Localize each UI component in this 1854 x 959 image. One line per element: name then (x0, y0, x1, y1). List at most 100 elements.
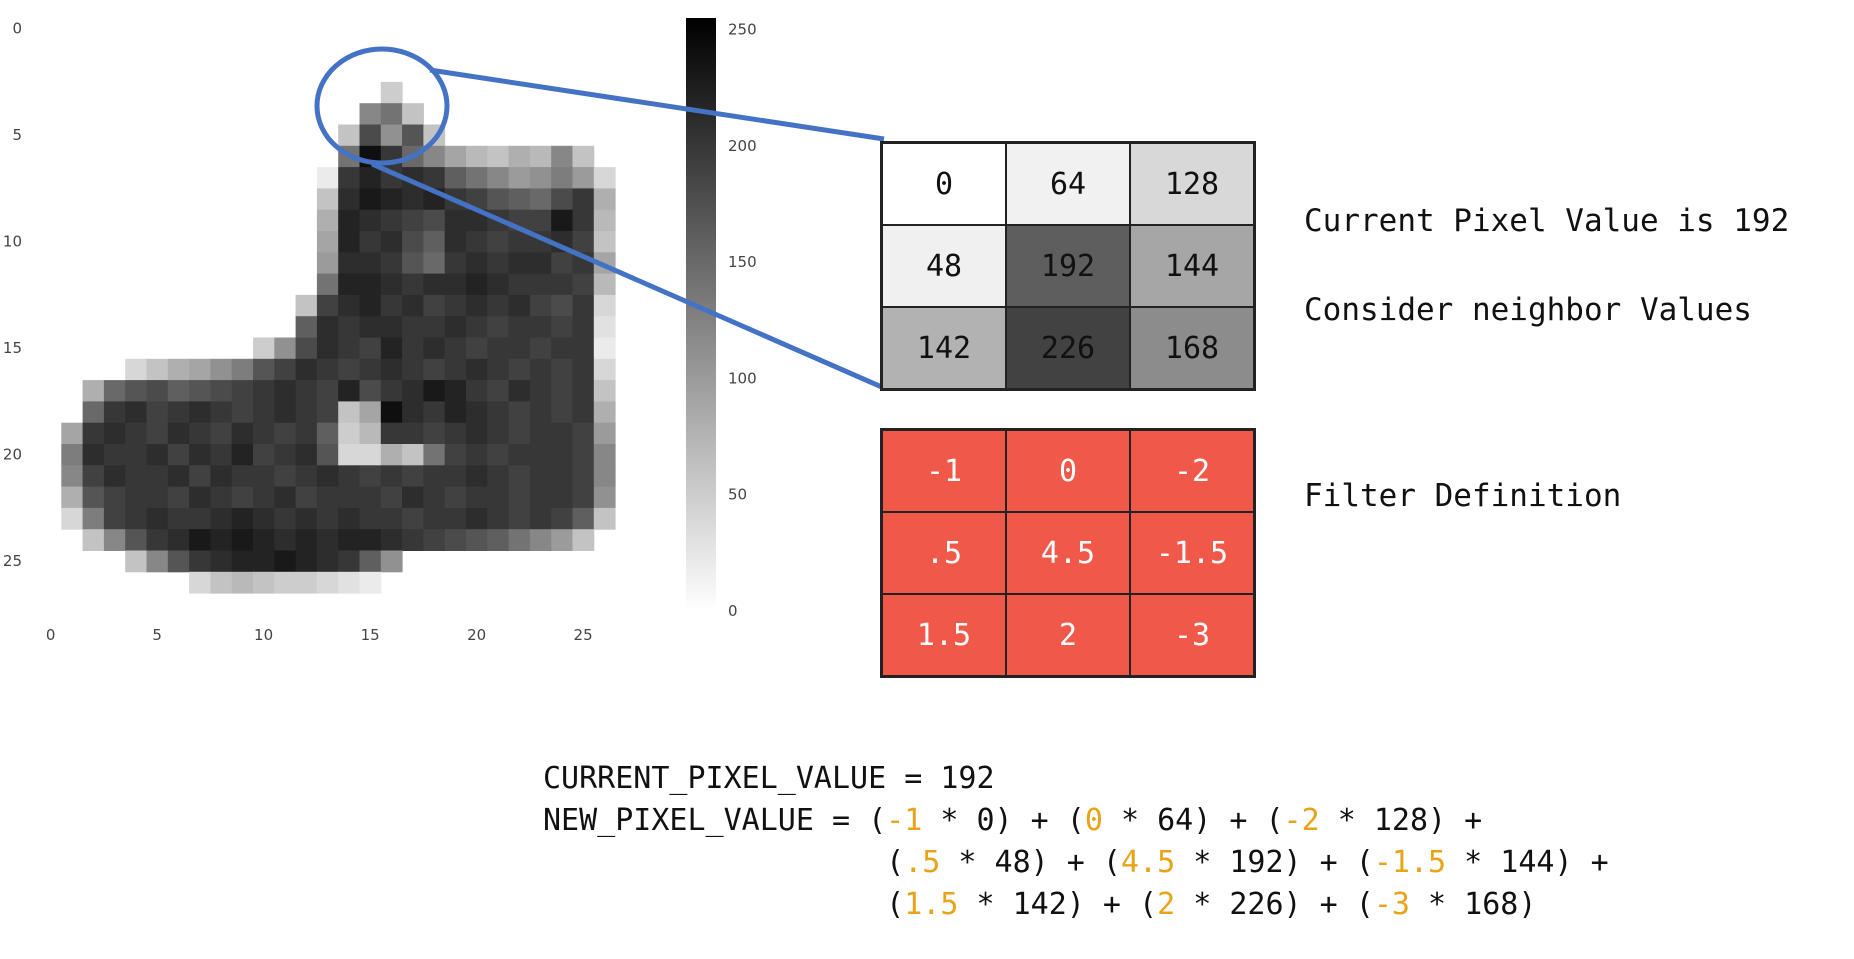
heatmap-pixel (359, 571, 382, 594)
heatmap-pixel (487, 252, 510, 275)
heatmap-pixel (466, 252, 488, 275)
heatmap-pixel (508, 337, 531, 360)
heatmap-pixel (529, 507, 552, 530)
heatmap-pixel (231, 422, 254, 445)
heatmap-pixel (487, 529, 510, 551)
heatmap-pixel (423, 252, 446, 275)
heatmap-pixel (551, 294, 573, 317)
heatmap-pixel (551, 380, 573, 402)
heatmap-pixel (593, 444, 616, 466)
heatmap-pixel (338, 337, 360, 360)
heatmap-pixel (338, 252, 360, 275)
heatmap-pixel (274, 380, 297, 402)
heatmap-pixel (316, 380, 339, 402)
heatmap-pixel (444, 401, 467, 424)
heatmap-pixel (210, 486, 233, 509)
heatmap-pixel (253, 550, 275, 573)
heatmap-pixel (508, 188, 531, 211)
heatmap-pixel (316, 529, 339, 551)
heatmap-pixel (82, 465, 105, 488)
heatmap-pixel (487, 401, 510, 424)
heatmap-pixel (593, 316, 616, 338)
heatmap-pixel (253, 465, 275, 488)
heatmap-pixel (444, 358, 467, 381)
y-axis-ticks: 0 5 10 15 20 25 (3, 20, 22, 570)
heatmap-pixel (316, 422, 339, 445)
x-tick-label: 20 (467, 626, 486, 644)
heatmap-pixel (338, 294, 360, 317)
heatmap-pixel (295, 358, 318, 381)
heatmap-pixel (359, 486, 382, 509)
heatmap-pixel (359, 465, 382, 488)
heatmap-pixel (423, 337, 446, 360)
heatmap-pixel (231, 486, 254, 509)
heatmap-pixel (402, 486, 424, 509)
heatmap-pixel (508, 273, 531, 296)
heatmap-pixel (380, 465, 403, 488)
heatmap-pixel (82, 444, 105, 466)
heatmap-pixel (423, 444, 446, 466)
heatmap-pixel (529, 145, 552, 168)
heatmap-pixel (551, 316, 573, 338)
heatmap-pixel (380, 145, 403, 168)
heatmap-pixel (572, 444, 595, 466)
heatmap-pixel (444, 486, 467, 509)
heatmap-pixel (593, 209, 616, 232)
filter-cell: 0 (1006, 430, 1130, 512)
heatmap-pixel (487, 444, 510, 466)
heatmap-pixel (508, 316, 531, 338)
heatmap-pixel (402, 316, 424, 338)
heatmap-pixel (593, 273, 616, 296)
formula-line-current: CURRENT_PIXEL_VALUE = 192 (543, 761, 995, 796)
heatmap-pixel (125, 380, 147, 402)
heatmap-pixel (551, 401, 573, 424)
heatmap-pixel (551, 422, 573, 445)
heatmap-pixel (593, 401, 616, 424)
heatmap-pixel (274, 571, 297, 594)
heatmap-pixel (380, 231, 403, 253)
heatmap-pixel (380, 124, 403, 147)
heatmap-pixel (593, 507, 616, 530)
heatmap-pixel (82, 401, 105, 424)
heatmap-pixel (380, 294, 403, 317)
heatmap-pixel (593, 167, 616, 189)
heatmap-pixel (167, 380, 190, 402)
heatmap-pixel (146, 486, 169, 509)
heatmap-pixel (593, 231, 616, 253)
heatmap-pixel (103, 422, 126, 445)
heatmap-pixel (402, 273, 424, 296)
heatmap-pixel (231, 571, 254, 594)
heatmap-pixel (380, 316, 403, 338)
heatmap-pixel (466, 337, 488, 360)
pixel-cell: 128 (1130, 143, 1254, 225)
heatmap-pixel (338, 529, 360, 551)
heatmap-pixel (551, 444, 573, 466)
heatmap-pixel (444, 444, 467, 466)
heatmap-pixel (338, 486, 360, 509)
heatmap-pixel (167, 358, 190, 381)
heatmap-pixel (487, 337, 510, 360)
heatmap-pixel (274, 444, 297, 466)
heatmap-pixel (338, 209, 360, 232)
heatmap-pixel (61, 422, 84, 445)
heatmap-pixel (189, 529, 211, 551)
formula-text: * 168) (1409, 887, 1537, 922)
filter-cell: 4.5 (1006, 512, 1130, 594)
heatmap-pixel (551, 252, 573, 275)
heatmap-pixel (551, 465, 573, 488)
filter-weight: 4.5 (1120, 845, 1176, 880)
heatmap-pixel (551, 358, 573, 381)
heatmap-pixel (103, 507, 126, 530)
heatmap-pixel (189, 380, 211, 402)
heatmap-pixel (253, 401, 275, 424)
heatmap-pixel (338, 401, 360, 424)
heatmap-pixel (231, 380, 254, 402)
heatmap-pixel (572, 337, 595, 360)
heatmap-pixel (402, 507, 424, 530)
heatmap-pixel (274, 358, 297, 381)
heatmap-pixel (551, 209, 573, 232)
heatmap-pixel (508, 358, 531, 381)
heatmap-pixel (402, 209, 424, 232)
pixel-cell: 144 (1130, 225, 1254, 307)
heatmap-pixel (551, 507, 573, 530)
